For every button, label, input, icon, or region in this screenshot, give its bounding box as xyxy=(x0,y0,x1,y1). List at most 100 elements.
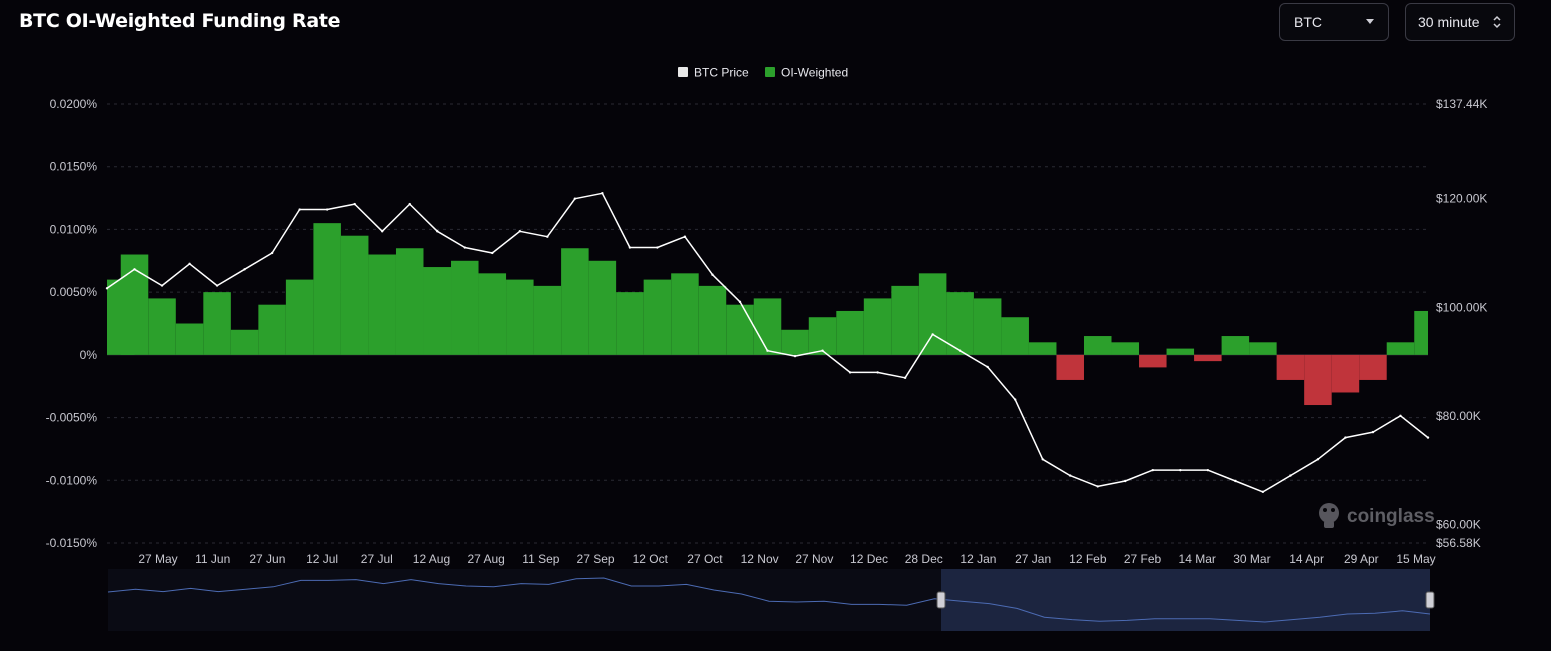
price-point xyxy=(270,251,274,255)
y-left-tick-label: 0.0050% xyxy=(50,285,98,299)
funding-bar xyxy=(781,329,809,355)
y-right-tick-label: $60.00K xyxy=(1436,517,1481,531)
price-point xyxy=(1371,430,1375,434)
funding-bars xyxy=(107,223,1428,406)
navigator-right-handle[interactable] xyxy=(1425,591,1435,609)
x-tick-label: 15 May xyxy=(1396,552,1435,566)
price-point xyxy=(601,192,604,195)
funding-bar xyxy=(285,279,314,355)
y-right-tick-label: $100.00K xyxy=(1436,300,1487,314)
x-tick-label: 27 Oct xyxy=(687,552,723,566)
price-point xyxy=(1179,468,1182,472)
price-point xyxy=(683,235,687,238)
funding-bar xyxy=(946,292,974,355)
funding-bar xyxy=(1083,336,1112,355)
funding-bar xyxy=(1028,342,1057,355)
y-left-tick-label: 0.0200% xyxy=(50,97,98,111)
x-tick-label: 12 Feb xyxy=(1069,552,1107,566)
funding-bar xyxy=(1276,354,1305,380)
legend-swatch-btc-price xyxy=(678,67,688,77)
price-point xyxy=(105,287,109,290)
legend-swatch-oi-weighted xyxy=(765,67,775,77)
funding-bar xyxy=(726,304,754,355)
price-point xyxy=(381,230,384,233)
funding-bar xyxy=(313,223,341,355)
funding-bar xyxy=(340,235,369,355)
price-point xyxy=(1013,398,1017,401)
funding-bar xyxy=(561,248,589,355)
funding-bar xyxy=(643,279,672,355)
x-tick-label: 27 Sep xyxy=(577,552,615,566)
price-point xyxy=(958,349,962,352)
funding-bar xyxy=(148,298,176,355)
chart-legend: BTC Price OI-Weighted xyxy=(678,66,848,80)
price-point xyxy=(1041,458,1044,461)
y-left-tick-label: -0.0150% xyxy=(46,536,98,550)
price-point xyxy=(133,268,136,271)
coinglass-watermark: coinglass xyxy=(1319,503,1435,528)
price-point xyxy=(711,273,714,276)
y-left-tick-label: 0.0100% xyxy=(50,222,98,236)
x-tick-label: 12 Dec xyxy=(850,552,888,566)
funding-bar xyxy=(616,292,644,355)
legend-item-btc-price[interactable]: BTC Price xyxy=(678,66,749,80)
price-point xyxy=(1399,414,1402,418)
funding-bar xyxy=(1331,354,1360,393)
price-point xyxy=(986,365,989,369)
legend-item-oi-weighted[interactable]: OI-Weighted xyxy=(765,66,848,80)
x-tick-label: 12 Nov xyxy=(741,552,779,566)
price-point xyxy=(738,300,742,304)
funding-bar xyxy=(423,267,452,355)
price-point xyxy=(215,284,219,287)
funding-bar xyxy=(1194,354,1222,362)
price-point xyxy=(160,284,164,287)
y-right-tick-label: $137.44K xyxy=(1436,97,1487,111)
navigator-left-handle[interactable] xyxy=(936,591,946,609)
funding-bar xyxy=(1359,354,1387,380)
funding-bar xyxy=(451,260,479,355)
x-tick-label: 12 Oct xyxy=(633,552,669,566)
funding-bar xyxy=(506,279,534,355)
navigator-selected-range[interactable] xyxy=(941,569,1430,631)
interval-select-value: 30 minute xyxy=(1418,14,1480,30)
price-point xyxy=(628,246,632,249)
price-point xyxy=(1234,479,1237,483)
legend-label-btc-price: BTC Price xyxy=(694,66,749,80)
x-tick-label: 11 Jun xyxy=(195,552,230,566)
y-axis-right: $137.44K $120.00K $100.00K $80.00K $60.00K $5… xyxy=(1436,97,1487,550)
interval-select[interactable]: 30 minute xyxy=(1405,3,1515,41)
funding-bar xyxy=(1249,342,1277,355)
funding-bar xyxy=(258,304,286,355)
price-point xyxy=(1289,474,1292,477)
funding-bar xyxy=(120,254,149,355)
x-tick-label: 27 Feb xyxy=(1124,552,1162,566)
x-tick-label: 27 Jun xyxy=(249,552,285,566)
price-point xyxy=(656,246,659,249)
x-axis: 27 May 11 Jun 27 Jun 12 Jul 27 Jul 12 Aug 27 A… xyxy=(138,552,1435,566)
price-point xyxy=(436,230,439,233)
price-point xyxy=(1124,479,1127,483)
funding-bar xyxy=(671,273,699,355)
funding-bar xyxy=(1056,354,1084,380)
funding-bar xyxy=(478,273,507,355)
funding-bar xyxy=(836,310,864,355)
y-left-tick-label: -0.0050% xyxy=(46,411,98,425)
x-tick-label: 30 Mar xyxy=(1233,552,1270,566)
y-axis-left: 0.0200% 0.0150% 0.0100% 0.0050% 0% -0.0050% -0… xyxy=(46,97,98,550)
funding-bar xyxy=(1221,336,1250,355)
coin-select-value: BTC xyxy=(1294,14,1322,30)
price-point xyxy=(353,202,356,206)
price-point xyxy=(243,268,246,271)
funding-bar xyxy=(175,323,204,355)
x-tick-label: 12 Jul xyxy=(306,552,338,566)
price-point xyxy=(573,197,577,200)
coin-select[interactable]: BTC xyxy=(1279,3,1389,41)
funding-bar xyxy=(1139,354,1167,368)
range-navigator[interactable] xyxy=(107,569,1435,631)
funding-bar xyxy=(863,298,892,355)
x-tick-label: 12 Aug xyxy=(413,552,450,566)
price-point xyxy=(518,230,522,233)
price-point xyxy=(188,262,191,266)
y-right-tick-label: $120.00K xyxy=(1436,192,1487,206)
funding-bar xyxy=(533,285,562,355)
